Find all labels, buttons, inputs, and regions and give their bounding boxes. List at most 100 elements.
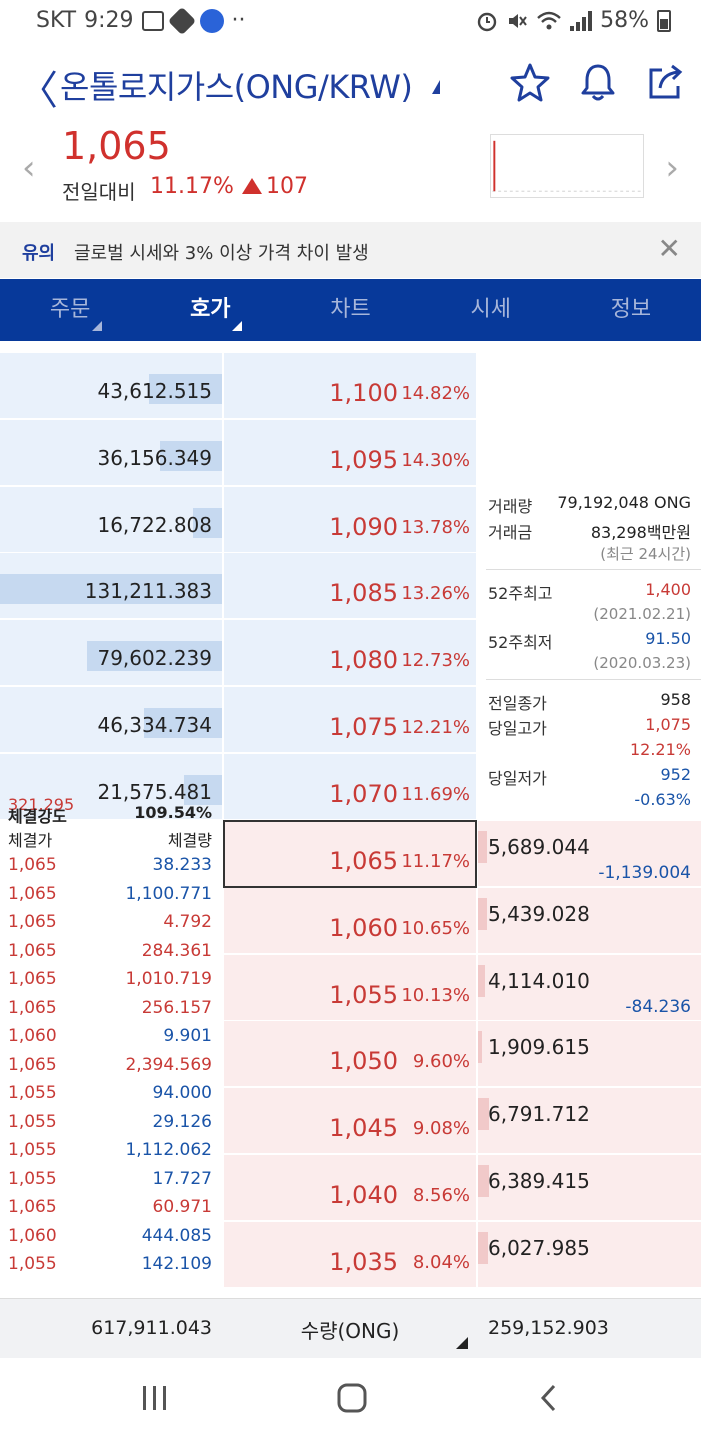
bid-price: 1,055 bbox=[329, 980, 398, 1009]
ask-qty-cell[interactable]: 36,156.349 bbox=[0, 419, 222, 485]
android-nav-bar bbox=[0, 1358, 701, 1440]
ask-price-cell[interactable]: 1,080 12.73% bbox=[224, 620, 476, 686]
high52-date: (2021.02.21) bbox=[593, 605, 691, 623]
bid-price-cell[interactable]: 1,060 10.65% bbox=[224, 887, 476, 953]
previous-coin-arrow-icon[interactable]: ‹ bbox=[22, 148, 36, 188]
close-icon[interactable]: ✕ bbox=[657, 232, 681, 265]
bid-qty-cell[interactable]: 6,389.415 bbox=[478, 1155, 701, 1220]
status-bar: SKT 9:29 ·· 58% bbox=[0, 0, 701, 44]
change-amount: 107 bbox=[266, 174, 308, 199]
ask-qty: 16,722.808 bbox=[97, 512, 212, 537]
gallery-icon bbox=[141, 10, 164, 31]
ask-qty: 79,602.239 bbox=[97, 646, 212, 671]
next-coin-arrow-icon[interactable]: › bbox=[665, 148, 679, 188]
bid-qty-cell[interactable]: 1,909.615 bbox=[478, 1021, 701, 1087]
recent-apps-icon[interactable] bbox=[138, 1380, 172, 1416]
change-rate: 11.17% bbox=[150, 174, 234, 199]
tab-1[interactable]: 호가 bbox=[140, 279, 280, 341]
ask-qty-cell[interactable]: 79,602.239 bbox=[0, 620, 222, 686]
ask-pct: 12.73% bbox=[401, 650, 470, 672]
low52-date: (2020.03.23) bbox=[593, 654, 691, 672]
back-button[interactable]: 〈 bbox=[18, 68, 58, 114]
trade-row: 1,060 444.085 bbox=[8, 1226, 212, 1254]
bid-qty-cell[interactable]: 6,791.712 bbox=[478, 1088, 701, 1154]
alarm-bell-icon[interactable] bbox=[576, 60, 620, 104]
mini-price-chart[interactable] bbox=[490, 134, 644, 198]
bid-qty: 5,439.028 bbox=[488, 901, 590, 926]
trade-price: 1,065 bbox=[8, 912, 57, 932]
back-nav-icon[interactable] bbox=[534, 1380, 564, 1416]
bid-price-cell[interactable]: 1,040 8.56% bbox=[224, 1155, 476, 1220]
unit-selector[interactable]: 수량(ONG) bbox=[300, 1319, 400, 1343]
ask-qty-cell[interactable]: 131,211.383 bbox=[0, 553, 222, 619]
bid-price-cell[interactable]: 1,050 9.60% bbox=[224, 1021, 476, 1087]
bid-qty-cell[interactable]: 5,439.028 bbox=[478, 887, 701, 953]
bid-price-cell[interactable]: 1,065 11.17% bbox=[224, 821, 476, 886]
trade-row: 1,055 94.000 bbox=[8, 1083, 212, 1111]
tab-4[interactable]: 정보 bbox=[561, 279, 701, 341]
price-summary: ‹ 1,065 전일대비 11.17% 107 › bbox=[0, 118, 701, 218]
bid-volume-bar bbox=[478, 1098, 490, 1131]
bid-price-cell[interactable]: 1,055 10.13% bbox=[224, 954, 476, 1020]
ask-qty-cell[interactable]: 43,612.515 bbox=[0, 353, 222, 418]
trade-row: 1,065 60.971 bbox=[8, 1197, 212, 1225]
home-icon[interactable] bbox=[334, 1380, 370, 1416]
volume-label: 거래량 bbox=[488, 497, 533, 516]
ask-qty-cell[interactable]: 16,722.808 bbox=[0, 486, 222, 552]
ask-price-cell[interactable]: 1,090 13.78% bbox=[224, 486, 476, 552]
caution-text: 글로벌 시세와 3% 이상 가격 차이 발생 bbox=[74, 243, 369, 264]
change-label: 전일대비 bbox=[62, 180, 136, 204]
tab-3[interactable]: 시세 bbox=[421, 279, 561, 341]
ask-pct: 14.82% bbox=[401, 383, 470, 404]
prev-close-value: 958 bbox=[660, 690, 691, 709]
favorite-star-icon[interactable] bbox=[508, 60, 552, 104]
caution-notice: 유의 글로벌 시세와 3% 이상 가격 차이 발생 ✕ bbox=[0, 222, 701, 278]
bid-volume-bar bbox=[478, 1165, 490, 1197]
trade-qty: 9.901 bbox=[163, 1026, 212, 1046]
unit-selector-caret-icon[interactable] bbox=[456, 1337, 468, 1349]
trade-qty: 38.233 bbox=[152, 855, 212, 875]
trade-row: 1,055 17.727 bbox=[8, 1169, 212, 1197]
bid-pct: 10.65% bbox=[401, 917, 470, 939]
share-icon[interactable] bbox=[644, 60, 688, 104]
day-low-value: 952 bbox=[660, 765, 691, 784]
bid-qty-cell[interactable]: 6,027.985 bbox=[478, 1221, 701, 1287]
coin-select-caret-icon[interactable] bbox=[432, 80, 440, 94]
app-notification-icon bbox=[167, 6, 196, 35]
bid-price: 1,060 bbox=[329, 913, 398, 942]
tab-2[interactable]: 차트 bbox=[280, 279, 420, 341]
trade-price: 1,065 bbox=[8, 997, 57, 1018]
trade-qty: 1,010.719 bbox=[125, 969, 212, 989]
trade-qty: 2,394.569 bbox=[125, 1054, 212, 1075]
ask-volume-bar bbox=[144, 708, 222, 738]
bid-price: 1,065 bbox=[329, 847, 398, 875]
bid-price-cell[interactable]: 1,045 9.08% bbox=[224, 1088, 476, 1154]
tab-label: 차트 bbox=[330, 297, 371, 322]
ask-price-cell[interactable]: 1,070 11.69% bbox=[224, 753, 476, 819]
ask-qty-cell[interactable]: 46,334.734 bbox=[0, 687, 222, 752]
ask-price-cell[interactable]: 1,100 14.82% bbox=[224, 353, 476, 418]
day-high-value: 1,075 bbox=[645, 715, 691, 734]
ask-qty-cell[interactable]: 21,575.481 bbox=[0, 753, 222, 819]
bid-price-cell[interactable]: 1,035 8.04% bbox=[224, 1221, 476, 1287]
trade-row: 1,055 142.109 bbox=[8, 1254, 212, 1282]
bid-pct: 8.56% bbox=[412, 1185, 470, 1206]
ask-price: 1,100 bbox=[329, 379, 398, 407]
bid-qty-cell[interactable]: 4,114.010 -84.236 bbox=[478, 954, 701, 1020]
bid-qty-cell[interactable]: 5,689.044 -1,139.004 bbox=[478, 821, 701, 886]
trade-price: 1,065 bbox=[8, 855, 57, 875]
ask-price: 1,085 bbox=[329, 579, 398, 608]
bid-volume-bar bbox=[478, 964, 485, 997]
bid-price: 1,035 bbox=[329, 1247, 398, 1276]
ask-price-cell[interactable]: 1,085 13.26% bbox=[224, 553, 476, 619]
tab-label: 정보 bbox=[610, 297, 652, 322]
trade-qty: 29.126 bbox=[152, 1111, 212, 1132]
trade-price: 1,055 bbox=[8, 1254, 57, 1274]
ask-qty: 36,156.349 bbox=[97, 445, 212, 470]
ask-price-cell[interactable]: 1,075 12.21% bbox=[224, 687, 476, 752]
trade-row: 1,065 1,010.719 bbox=[8, 969, 212, 997]
coin-title[interactable]: 온톨로지가스(ONG/KRW) bbox=[60, 68, 413, 106]
tab-0[interactable]: 주문 bbox=[0, 279, 140, 341]
ask-price-cell[interactable]: 1,095 14.30% bbox=[224, 419, 476, 485]
ask-volume-bar bbox=[184, 774, 222, 805]
